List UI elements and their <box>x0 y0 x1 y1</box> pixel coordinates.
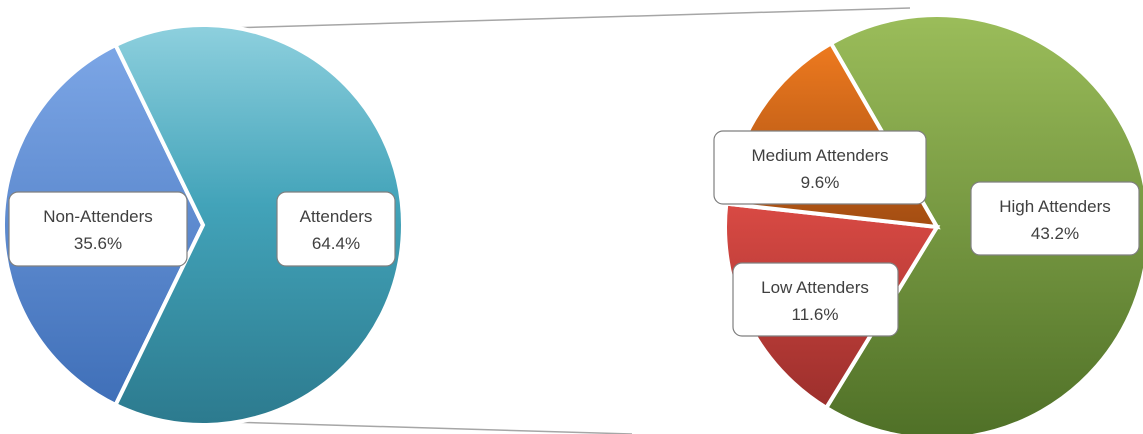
data-label-low-attenders: Low Attenders 11.6% <box>732 262 899 337</box>
label-name-high-attenders: High Attenders <box>999 197 1111 216</box>
slice-attenders <box>112 23 405 427</box>
label-value-attenders: 64.4% <box>312 234 360 253</box>
label-value-low-attenders: 11.6% <box>792 305 839 324</box>
data-label-non-attenders: Non-Attenders 35.6% <box>8 191 188 267</box>
data-label-medium-attenders: Medium Attenders 9.6% <box>713 130 927 205</box>
data-label-attenders: Attenders 64.4% <box>276 191 396 267</box>
label-name-attenders: Attenders <box>300 207 373 226</box>
data-label-high-attenders: High Attenders 43.2% <box>970 181 1140 256</box>
label-name-low-attenders: Low Attenders <box>761 278 869 297</box>
connector-line-top <box>227 7 911 29</box>
label-value-non-attenders: 35.6% <box>74 234 122 253</box>
label-name-non-attenders: Non-Attenders <box>43 207 153 226</box>
label-value-medium-attenders: 9.6% <box>801 173 840 192</box>
label-value-high-attenders: 43.2% <box>1031 224 1079 243</box>
label-name-medium-attenders: Medium Attenders <box>751 146 888 165</box>
connector-line-bottom <box>227 421 633 434</box>
